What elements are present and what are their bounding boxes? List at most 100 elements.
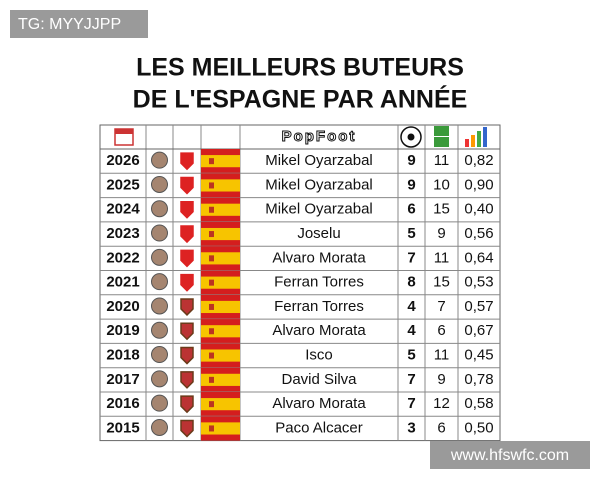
flag bbox=[201, 276, 240, 289]
crest bbox=[180, 249, 194, 268]
matches: 15 bbox=[433, 274, 450, 291]
year: 2024 bbox=[106, 201, 140, 218]
goals: 7 bbox=[407, 249, 415, 266]
flag-emblem bbox=[209, 376, 214, 383]
player-name: Alvaro Morata bbox=[272, 322, 366, 339]
player-name: Alvaro Morata bbox=[272, 395, 366, 412]
flag bbox=[201, 325, 240, 338]
crest bbox=[180, 322, 194, 341]
flag bbox=[201, 179, 240, 192]
year: 2016 bbox=[106, 395, 139, 412]
ratio: 0,53 bbox=[464, 274, 493, 291]
player-name: Isco bbox=[305, 347, 333, 364]
player-name: Alvaro Morata bbox=[272, 249, 366, 266]
flag bbox=[201, 300, 240, 314]
crest bbox=[180, 176, 194, 195]
crest bbox=[180, 371, 194, 389]
player-name: Mikel Oyarzabal bbox=[265, 201, 373, 218]
matches: 7 bbox=[437, 298, 445, 315]
year: 2017 bbox=[106, 371, 139, 388]
pitch-icon bbox=[434, 126, 449, 147]
player-photo bbox=[151, 321, 168, 339]
ratio: 0,64 bbox=[464, 249, 493, 266]
player-photo bbox=[151, 175, 168, 193]
player-photo bbox=[151, 370, 168, 388]
flag-emblem bbox=[209, 303, 214, 310]
title-line: LES MEILLEURS BUTEURS bbox=[136, 54, 464, 82]
player-name: David Silva bbox=[281, 371, 357, 388]
goals: 7 bbox=[407, 371, 415, 388]
year: 2021 bbox=[106, 274, 139, 291]
ratio: 0,40 bbox=[464, 201, 493, 218]
matches: 11 bbox=[434, 152, 450, 169]
ratio: 0,82 bbox=[464, 152, 493, 169]
title-line: DE L'ESPAGNE PAR ANNÉE bbox=[133, 85, 468, 114]
year: 2023 bbox=[106, 225, 139, 242]
ratio: 0,50 bbox=[464, 419, 493, 436]
ratio: 0,58 bbox=[464, 395, 493, 412]
crest bbox=[180, 225, 194, 244]
flag bbox=[201, 252, 240, 265]
flag bbox=[201, 227, 240, 241]
matches: 9 bbox=[437, 225, 445, 242]
matches: 15 bbox=[433, 201, 450, 218]
ratio: 0,56 bbox=[464, 225, 493, 242]
logo: PopFoot bbox=[282, 128, 357, 145]
flag bbox=[201, 349, 240, 362]
player-name: Ferran Torres bbox=[274, 298, 364, 315]
watermark-box bbox=[430, 441, 590, 469]
flag-emblem bbox=[209, 158, 214, 165]
crest bbox=[180, 298, 194, 317]
flag bbox=[201, 422, 240, 435]
matches: 12 bbox=[433, 395, 450, 412]
year: 2018 bbox=[106, 347, 139, 364]
goals: 5 bbox=[407, 347, 415, 364]
player-photo bbox=[151, 224, 168, 242]
crest bbox=[180, 201, 194, 219]
flag-emblem bbox=[209, 231, 214, 238]
flag-emblem bbox=[209, 182, 214, 189]
player-name: Ferran Torres bbox=[274, 274, 364, 291]
matches: 11 bbox=[434, 347, 450, 364]
watermark: www.hfswfc.com bbox=[450, 447, 569, 464]
crest bbox=[180, 273, 194, 292]
player-photo bbox=[151, 151, 168, 169]
player-photo bbox=[151, 418, 168, 436]
matches: 11 bbox=[434, 249, 450, 266]
goals: 9 bbox=[407, 176, 415, 193]
flag bbox=[201, 373, 240, 386]
watermark-box bbox=[10, 10, 148, 38]
ratio: 0,57 bbox=[464, 298, 493, 315]
player-photo bbox=[151, 394, 168, 412]
year: 2026 bbox=[106, 152, 139, 169]
flag-emblem bbox=[209, 352, 214, 359]
player-photo bbox=[151, 248, 168, 266]
table-border bbox=[99, 124, 501, 442]
matches: 9 bbox=[437, 371, 445, 388]
year: 2022 bbox=[106, 249, 139, 266]
goals: 7 bbox=[407, 395, 415, 412]
year: 2015 bbox=[106, 419, 139, 436]
player-photo bbox=[151, 200, 168, 218]
flag-emblem bbox=[209, 425, 214, 432]
goals: 6 bbox=[407, 201, 415, 218]
ratio: 0,90 bbox=[464, 176, 493, 193]
player-name: Mikel Oyarzabal bbox=[265, 152, 373, 169]
matches: 6 bbox=[437, 419, 445, 436]
flag-emblem bbox=[209, 401, 214, 408]
calendar-icon bbox=[114, 128, 134, 146]
ratio: 0,67 bbox=[464, 322, 493, 339]
goals: 3 bbox=[407, 419, 415, 436]
goals: 4 bbox=[407, 298, 416, 315]
year: 2019 bbox=[106, 322, 139, 339]
watermark: TG: MYYJJPP bbox=[18, 16, 121, 33]
player-name: Joselu bbox=[297, 225, 340, 242]
flag bbox=[201, 398, 240, 411]
ball-icon bbox=[400, 126, 422, 148]
matches: 10 bbox=[433, 176, 450, 193]
ratio: 0,78 bbox=[464, 371, 493, 388]
year: 2020 bbox=[106, 298, 139, 315]
crest bbox=[180, 152, 194, 171]
